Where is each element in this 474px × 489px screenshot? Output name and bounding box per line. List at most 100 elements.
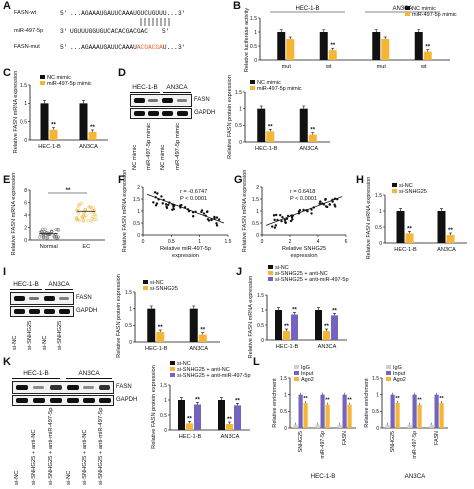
band xyxy=(177,99,187,102)
chart-d-y-tick-label: 1.5 xyxy=(235,90,242,96)
chart-f-x-tick-label: 1.5 xyxy=(225,239,232,245)
chart-j-bar xyxy=(331,315,338,340)
chart-j-legend-swatch xyxy=(268,265,273,269)
chart-e-significance: ** xyxy=(66,188,71,194)
panel-label-e: E xyxy=(3,174,11,186)
chart-e-point xyxy=(48,233,52,237)
chart-l-significance: ** xyxy=(439,396,444,402)
mir-name: miR-497-5p xyxy=(14,28,44,34)
chart-f-p-value: P < 0.0001 xyxy=(180,196,207,202)
chart-d-x-tick-label: AN3CA xyxy=(299,146,318,152)
band xyxy=(29,309,40,314)
chart-l-significance: ** xyxy=(347,398,352,404)
chart-e-y-tick-label: 4 xyxy=(24,213,27,219)
chart-h-bar xyxy=(405,233,414,243)
mut-5prime: 5' xyxy=(60,44,68,51)
chart-g-x-label-2: expression xyxy=(290,253,317,259)
blot-k-gapdh-label: GAPDH xyxy=(116,397,138,403)
chart-l-y-tick-label: 0 xyxy=(284,426,287,432)
chart-e-point xyxy=(47,232,51,236)
chart-g-point xyxy=(283,218,287,222)
band xyxy=(99,398,111,403)
panel-label-c: C xyxy=(3,67,11,79)
chart-j-bar xyxy=(275,310,282,340)
chart-j-y-tick-label: 1 xyxy=(261,308,264,314)
chart-g-regression-line xyxy=(265,196,343,226)
chart-l-bar xyxy=(417,404,422,428)
chart-g-x-tick-label: 0 xyxy=(261,239,264,245)
chart-e-point xyxy=(92,208,96,213)
chart-b-group-title: HEC-1-B xyxy=(295,6,319,12)
chart-l-bar xyxy=(439,403,444,428)
chart-b-bar xyxy=(277,32,286,60)
blot-d-fasn xyxy=(130,94,192,107)
chart-f-x-label-2: expression xyxy=(172,253,199,259)
chart-k-bar xyxy=(186,423,193,430)
chart-b-x-tick-label: wt xyxy=(420,64,427,70)
blot-d-header-hec: HEC-1-B xyxy=(130,84,160,93)
chart-b-bar xyxy=(381,39,390,60)
chart-e-point xyxy=(88,205,92,209)
band xyxy=(59,309,70,314)
chart-k-significance: ** xyxy=(187,416,192,422)
chart-l-bar xyxy=(325,404,330,428)
chart-h-x-tick-label: AN3CA xyxy=(437,247,456,253)
chart-c-legend-label: NC mimic xyxy=(47,75,71,81)
chart-c-bar xyxy=(79,103,88,140)
chart-j-legend-swatch xyxy=(268,271,273,275)
chart-k-legend-label: si-SNHG25 + anti-miR-497-5p xyxy=(177,373,251,379)
chart-i-significance: ** xyxy=(158,325,163,331)
chart-i-y-tick-label: 0 xyxy=(129,340,132,346)
chart-j-legend-label: si-SNHG25 + anti-miR-497-5p xyxy=(275,277,349,283)
blot-i-fasn xyxy=(10,292,74,305)
blot-d-gapdh xyxy=(130,108,192,119)
chart-g-x-tick-label: 4 xyxy=(317,239,320,245)
chart-b-x-tick-label: wt xyxy=(325,64,332,70)
chart-l-bar xyxy=(337,424,342,428)
chart-f-y-tick-label: 1 xyxy=(137,209,140,215)
chart-f-point xyxy=(200,209,204,212)
mut-seq-mutated: ACGACGA xyxy=(136,44,163,51)
chart-h-legend-label: si-SNHG25 xyxy=(399,189,427,195)
chart-e-point xyxy=(54,227,58,232)
chart-e-point xyxy=(39,229,43,233)
band xyxy=(44,309,55,314)
chart-b-y-tick-label: 1 xyxy=(254,30,257,36)
chart-l-bar xyxy=(342,394,347,428)
chart-k-significance: ** xyxy=(235,398,240,404)
mir-sequence: UGUUUGGUGUCACACGACGAC xyxy=(70,28,148,35)
chart-i-legend-label: si-NC xyxy=(150,280,164,286)
chart-e-point xyxy=(38,235,42,239)
chart-l-x-tick-label: SNHG25 xyxy=(390,431,396,452)
chart-e-point xyxy=(91,208,95,213)
band xyxy=(162,98,173,103)
chart-c-bar xyxy=(40,103,49,140)
mir-5prime: 5' xyxy=(162,28,170,35)
chart-c-y-tick-label: 1 xyxy=(24,101,27,107)
chart-e-y-tick-label: 8 xyxy=(24,188,27,194)
chart-f-y-label: Relative FASN mRNA expression xyxy=(122,170,128,253)
chart-h-legend-swatch xyxy=(392,189,397,193)
chart-e-point xyxy=(82,210,87,214)
chart-f-point xyxy=(205,210,209,214)
chart-h-bar xyxy=(396,211,405,243)
wt-3prime: 3' xyxy=(178,10,186,17)
panel-label-h: H xyxy=(356,174,364,186)
chart-g-point xyxy=(324,205,328,208)
chart-k-bar xyxy=(234,405,241,430)
chart-j-legend-swatch xyxy=(268,277,273,281)
chart-l-legend-label: Input xyxy=(393,371,406,377)
chart-f-x-tick-label: 0.5 xyxy=(168,239,175,245)
chart-g-point xyxy=(274,224,277,227)
chart-f-point xyxy=(206,218,210,221)
chart-f-y-tick-label: 0 xyxy=(137,233,140,239)
band xyxy=(59,297,69,300)
mut-seq-part-c: U... xyxy=(162,44,178,51)
chart-d-bar xyxy=(257,108,266,142)
blot-i-fasn-label: FASN xyxy=(76,295,92,301)
chart-e-point xyxy=(75,218,79,222)
chart-f-regression-line xyxy=(146,193,225,224)
chart-l-legend-label: Input xyxy=(301,371,314,377)
chart-g-point xyxy=(280,219,283,223)
chart-i-bar xyxy=(189,308,198,342)
